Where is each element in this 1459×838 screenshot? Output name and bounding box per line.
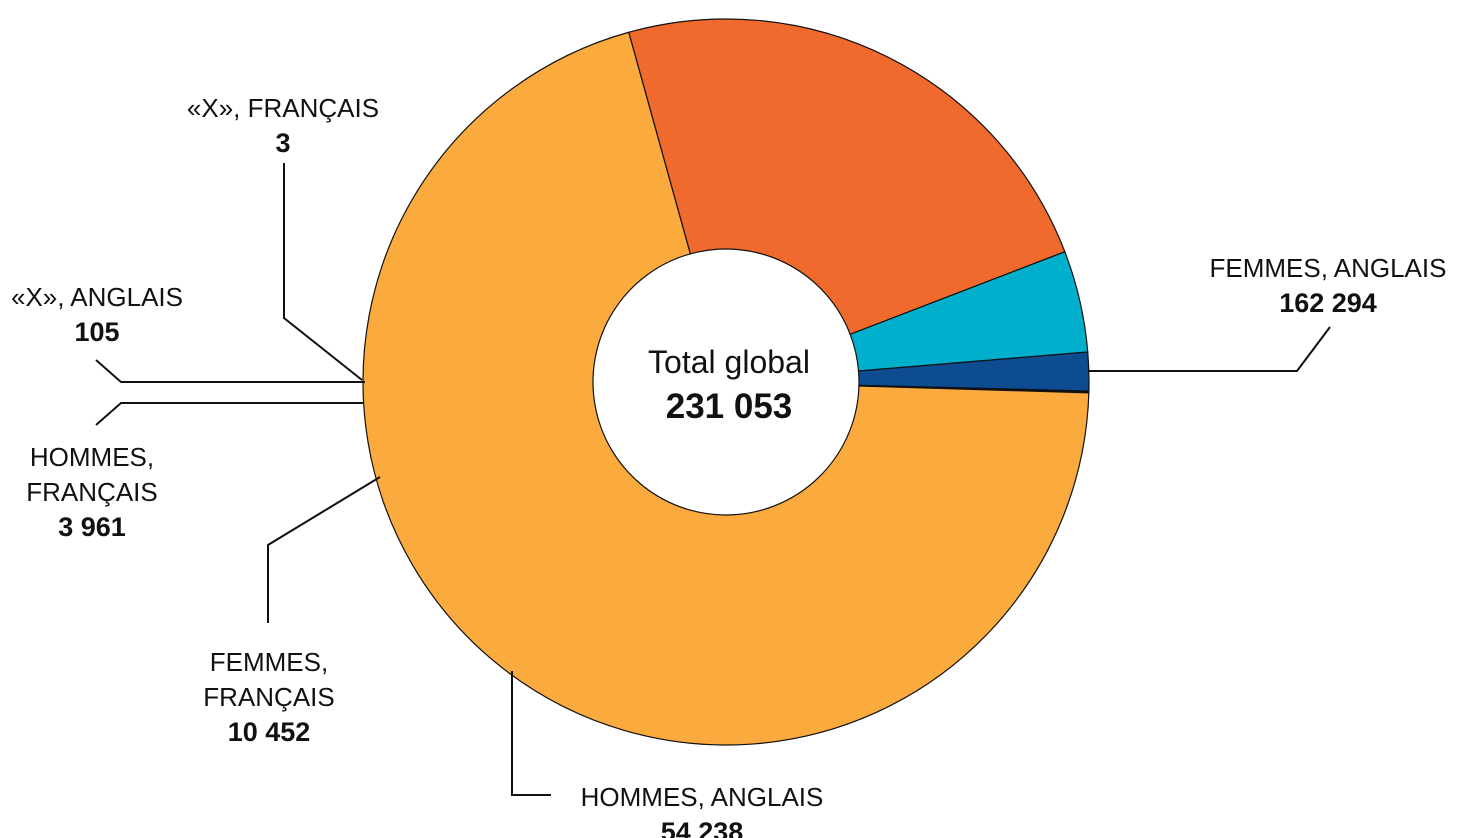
slice-name: HOMMES, [30,442,154,472]
slice-label: FEMMES, FRANÇAIS 10 452 [203,647,334,747]
leader-line [95,359,365,383]
center-label: Total global 231 053 [648,344,810,426]
slice-name: «X», ANGLAIS [11,282,183,312]
slice-value: 3 [275,128,290,158]
slice-label: «X», FRANÇAIS 3 [187,93,379,158]
slice-name: «X», FRANÇAIS [187,93,379,123]
leader-line [95,402,363,426]
slice-value: 10 452 [228,717,311,747]
slice-label: «X», ANGLAIS 105 [11,282,183,347]
slice-value: 162 294 [1279,288,1377,318]
leader-lines-group [95,163,1331,796]
leader-line [511,671,551,796]
slices-group [362,18,1090,746]
slice-label: HOMMES, FRANÇAIS 3 961 [26,442,157,542]
center-title: Total global [648,344,810,380]
slice-value: 54 238 [661,817,744,838]
pie-slice [628,18,1066,336]
leader-line [1088,326,1331,372]
pie-slice [362,31,1090,746]
slice-value: 3 961 [58,512,126,542]
slice-name: FEMMES, ANGLAIS [1210,253,1447,283]
leader-line [267,476,381,623]
slice-name: FRANÇAIS [203,682,334,712]
slice-labels-group: FEMMES, ANGLAIS 162 294 HOMMES, ANGLAIS 54 … [11,93,1446,838]
slice-value: 105 [74,317,119,347]
center-total: 231 053 [666,387,793,426]
slice-name: HOMMES, ANGLAIS [581,782,824,812]
slice-name: FRANÇAIS [26,477,157,507]
slice-label: HOMMES, ANGLAIS 54 238 [581,782,824,838]
slice-name: FEMMES, [210,647,328,677]
slice-label: FEMMES, ANGLAIS 162 294 [1210,253,1447,318]
pie-slice [858,385,1090,394]
leader-line [283,163,363,381]
